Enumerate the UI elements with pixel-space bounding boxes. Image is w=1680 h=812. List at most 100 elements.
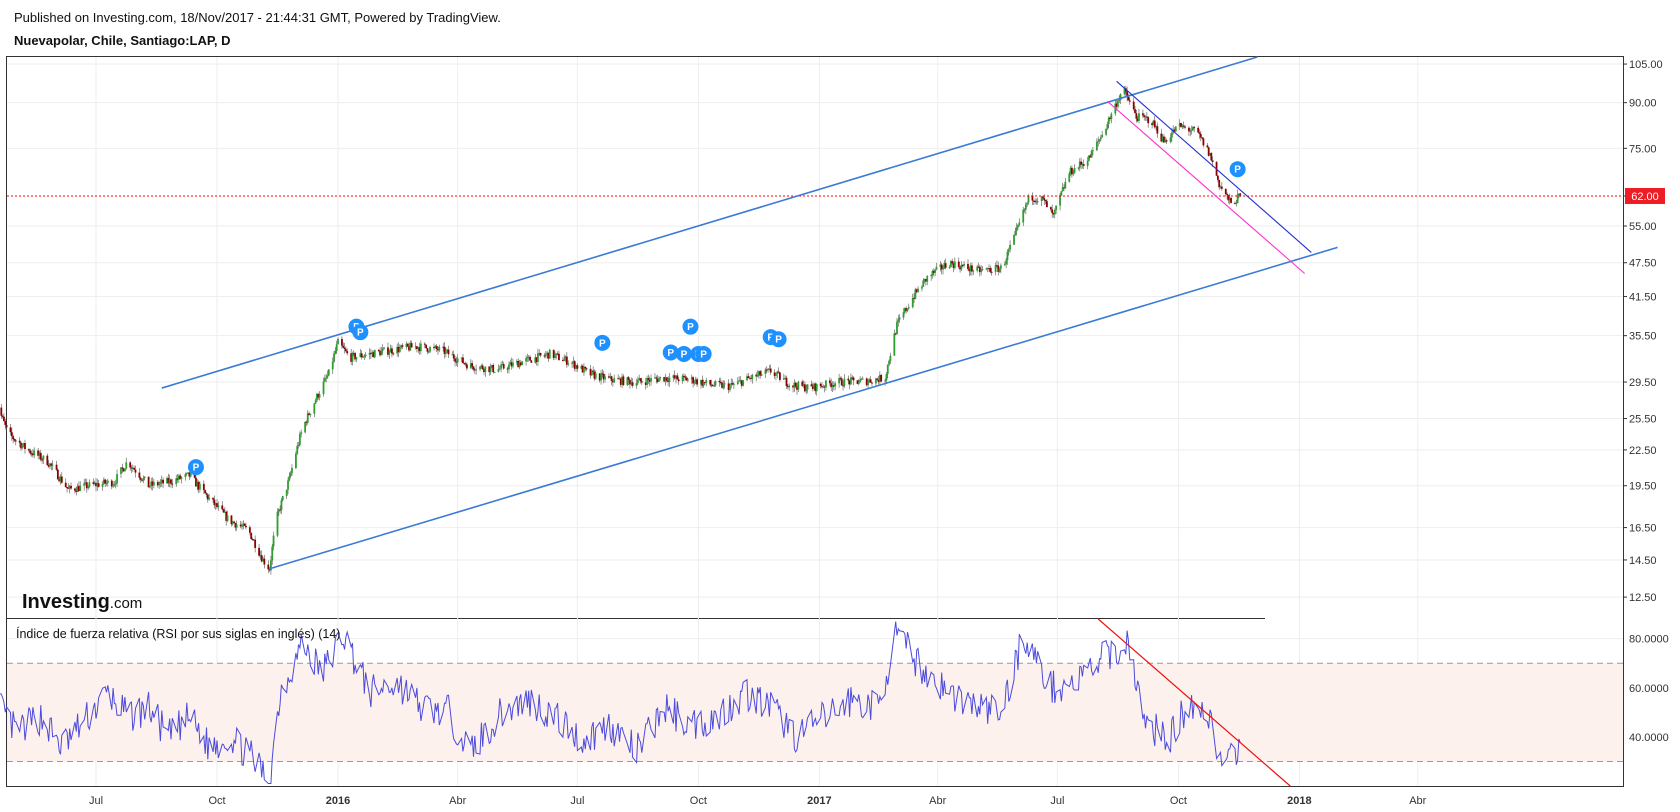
candle-body	[199, 483, 201, 490]
candle-body	[530, 360, 533, 363]
candle-body	[230, 515, 233, 525]
candle-body	[231, 521, 234, 525]
candle-body	[515, 360, 518, 363]
candle-body	[765, 369, 768, 371]
candle-body	[942, 268, 944, 270]
candle-body	[46, 455, 49, 466]
candle-body	[764, 369, 767, 374]
candle-body	[114, 483, 117, 485]
candle-body	[498, 368, 501, 370]
candle-body	[675, 375, 677, 379]
candle-body	[1053, 209, 1056, 215]
candle-body	[768, 368, 771, 370]
candle-body	[957, 261, 960, 267]
candle-body	[84, 482, 87, 484]
candle-body	[388, 352, 391, 355]
p-marker-badge	[187, 459, 204, 476]
candle-body	[796, 386, 798, 390]
candle-body	[456, 358, 459, 363]
candle-body	[133, 467, 136, 470]
candle-body	[391, 348, 393, 354]
p-marker-badge	[352, 324, 369, 341]
candle-body	[723, 383, 726, 385]
candle-body	[74, 488, 76, 491]
candle-body	[718, 380, 721, 383]
candle-body	[113, 484, 116, 486]
candle-body	[1238, 193, 1240, 195]
candle-body	[267, 564, 270, 570]
candle-body	[1040, 196, 1043, 201]
candle-body	[976, 266, 979, 271]
candle-body	[834, 383, 837, 387]
candle-body	[804, 384, 806, 392]
candle-body	[953, 261, 956, 268]
candle-body	[604, 376, 606, 380]
candle-body	[932, 270, 935, 273]
candle-body	[650, 378, 652, 382]
candle-body	[475, 369, 477, 371]
candle-body	[88, 482, 91, 487]
candle-body	[1063, 187, 1065, 189]
candle-body	[539, 353, 542, 356]
candle-body	[68, 485, 71, 489]
candle-body	[702, 382, 705, 386]
candle-body	[977, 266, 980, 268]
candle-body	[788, 385, 791, 388]
candle-body	[47, 465, 50, 467]
candle-body	[647, 378, 650, 380]
candle-body	[85, 482, 88, 489]
candle-body	[488, 366, 491, 373]
candle-body	[360, 353, 363, 358]
candle-body	[777, 371, 780, 373]
candle-body	[704, 382, 706, 384]
candle-body	[738, 380, 741, 382]
candle-body	[847, 378, 850, 381]
candle-body	[1, 415, 4, 417]
x-tick-label: 2017	[807, 795, 831, 807]
candle-body	[981, 268, 984, 270]
candle-body	[880, 375, 883, 382]
candle-body	[1043, 198, 1046, 200]
p-marker-label: P	[1234, 165, 1241, 176]
candle-body	[998, 268, 1001, 272]
candle-body	[1170, 132, 1173, 138]
candle-body	[489, 367, 492, 373]
candle-body	[779, 372, 781, 380]
candle-body	[9, 427, 12, 433]
candle-body	[134, 469, 137, 473]
candle-body	[175, 478, 178, 485]
candle-body	[1115, 103, 1118, 107]
candle-body	[573, 361, 576, 369]
candle-body	[0, 407, 3, 416]
candle-body	[76, 485, 79, 493]
candle-body	[92, 482, 95, 484]
candle-body	[110, 480, 113, 487]
candle-body	[354, 353, 356, 360]
candle-body	[66, 487, 68, 489]
candle-body	[1105, 128, 1107, 135]
candle-body	[106, 480, 109, 483]
candle-body	[619, 378, 622, 385]
candle-body	[1106, 124, 1109, 129]
candle-body	[21, 445, 24, 449]
channel-lower	[269, 246, 1338, 570]
candle-body	[417, 347, 420, 350]
candle-body	[767, 368, 769, 371]
candle-body	[234, 523, 237, 528]
candle-body	[843, 378, 846, 387]
candle-body	[860, 378, 863, 380]
candle-body	[978, 266, 981, 273]
candle-body	[75, 490, 78, 493]
candle-body	[444, 350, 447, 354]
candle-body	[1184, 126, 1186, 128]
candle-body	[121, 467, 124, 469]
candle-body	[245, 525, 247, 528]
candle-body	[931, 270, 934, 276]
candle-body	[1059, 195, 1061, 206]
candle-body	[1042, 196, 1044, 199]
candle-body	[277, 509, 280, 512]
candle-body	[162, 479, 164, 484]
candle-body	[323, 378, 326, 382]
candle-body	[1234, 202, 1236, 204]
candle-body	[1224, 188, 1227, 195]
